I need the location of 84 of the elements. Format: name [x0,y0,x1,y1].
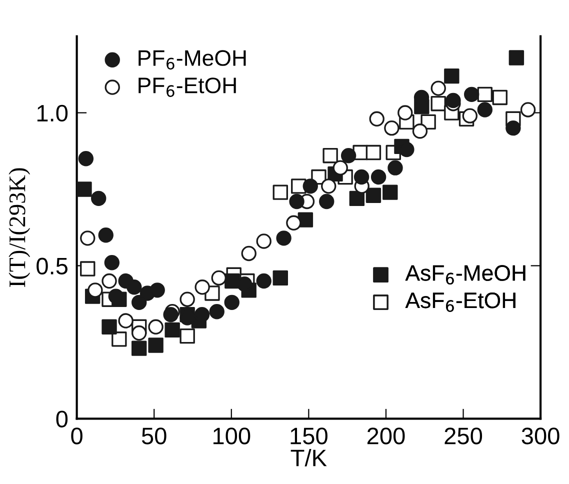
point [462,108,478,124]
point [180,292,195,307]
point [236,276,252,292]
point [430,96,446,112]
point [102,319,117,334]
y-tick-label: 1.0 [37,104,68,122]
point [384,120,400,136]
point [366,144,382,160]
point [477,86,493,102]
point [180,328,195,344]
point [412,124,428,139]
point [464,86,480,102]
point [194,307,210,322]
point [98,228,114,243]
point [276,230,292,246]
point [148,338,164,353]
point [508,50,524,66]
point [112,332,127,347]
point [241,246,256,262]
point [224,294,240,310]
point [194,280,210,295]
point [126,280,142,295]
point [492,90,508,106]
point [76,182,92,197]
point [399,142,414,158]
point [349,190,365,206]
point [78,151,94,166]
point [163,307,178,322]
legend-label: PF$_{6}$-EtOH [138,78,236,97]
point [354,169,370,185]
point [256,273,272,289]
point [340,148,356,164]
legend-label: AsF$_{6}$-EtOH [405,292,516,312]
point [108,288,124,304]
point [289,194,304,210]
point [272,270,288,286]
x-tick-label: 50 [142,428,166,444]
point [102,273,117,289]
point [132,325,147,341]
point [477,102,493,118]
point [370,169,386,185]
x-tick-label: 250 [444,428,482,444]
point [80,261,96,276]
point [272,184,288,200]
point [88,282,103,298]
point [319,194,334,210]
x-tick-label: 0 [71,428,82,444]
point [369,111,384,126]
point [209,304,224,320]
point [211,270,226,286]
point [104,255,120,270]
point [164,322,180,338]
point [132,340,147,356]
point [322,148,338,164]
point [382,184,398,200]
point [321,178,336,194]
point [430,80,446,96]
point [132,294,147,310]
x-tick-label: 100 [214,428,250,444]
point [444,68,460,84]
point [366,188,382,203]
y-tick-label: 0.5 [36,258,68,275]
point [446,92,461,108]
point [80,230,96,246]
point [148,319,164,334]
legend-label: PF$_{6}$-MeOH [138,50,246,70]
point [388,160,403,176]
point [91,190,106,206]
x-tick-label: 300 [522,428,560,444]
x-axis-title: T/K [290,449,327,466]
point [118,313,134,328]
x-tick-label: 200 [367,428,405,444]
y-axis-title: I(T)/I(293K) [8,168,30,287]
point [520,102,536,118]
point [506,120,521,136]
point [286,215,302,230]
point [150,282,165,298]
point [302,178,318,194]
y-tick-label: 0 [56,410,68,428]
point [332,160,348,176]
legend-label: AsF$_{6}$-MeOH [405,265,526,285]
point [398,105,413,120]
x-tick-label: 150 [290,428,328,444]
point [256,234,272,249]
